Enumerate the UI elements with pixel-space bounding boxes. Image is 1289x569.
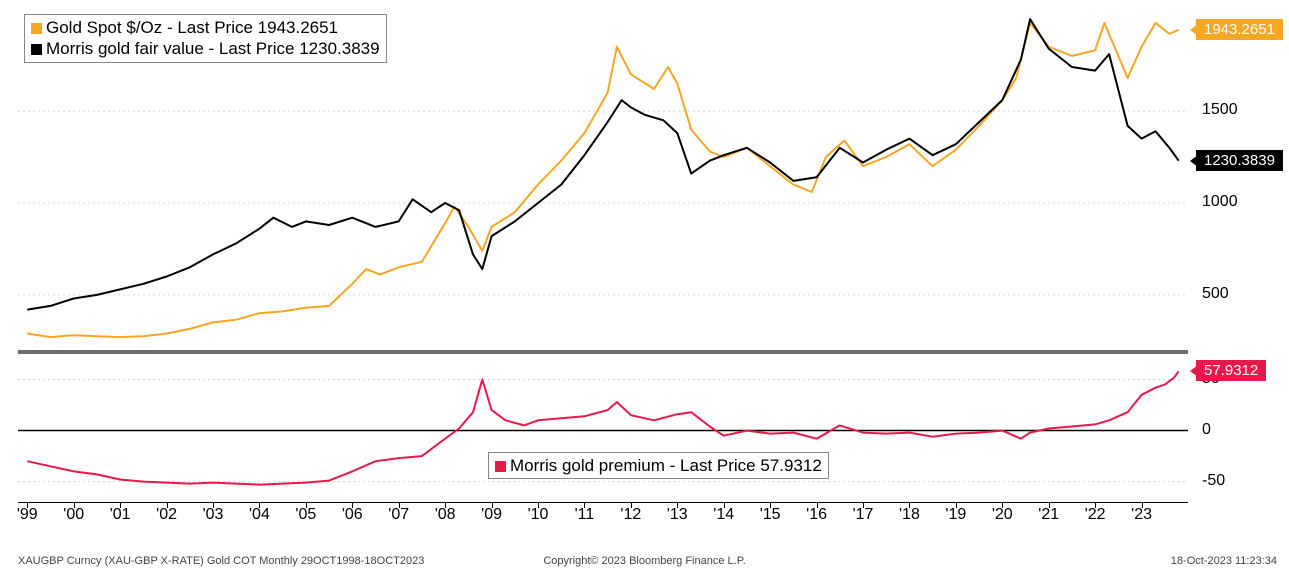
x-tick-label: '23 [1131, 506, 1152, 524]
x-axis: '99 '00 '01 '02 '03 '04 '05 '06 '07 '08 '09 '10 '11 '… [18, 502, 1188, 530]
x-tick-label: '12 [620, 506, 641, 524]
x-tick-label: '10 [528, 506, 549, 524]
x-tick-label: '13 [667, 506, 688, 524]
bottom-panel-svg [18, 354, 1188, 502]
legend-row: Gold Spot $/Oz - Last Price 1943.2651 [31, 17, 380, 38]
chart-container: Gold Spot $/Oz - Last Price 1943.2651Mor… [18, 10, 1188, 530]
legend-row: Morris gold fair value - Last Price 1230… [31, 38, 380, 59]
y-tick-label: 500 [1202, 285, 1272, 303]
legend-label: Morris gold premium - Last Price [510, 456, 760, 475]
x-tick-label: '21 [1038, 506, 1059, 524]
y-tick-label: 1500 [1202, 101, 1272, 119]
top-price-panel: Gold Spot $/Oz - Last Price 1943.2651Mor… [18, 10, 1188, 350]
x-tick-label: '99 [17, 506, 38, 524]
value-flag: 1943.2651 [1196, 19, 1283, 40]
x-tick-label: '15 [760, 506, 781, 524]
x-tick-label: '05 [295, 506, 316, 524]
x-tick-label: '11 [575, 506, 595, 524]
x-tick-label: '22 [1085, 506, 1106, 524]
legend-swatch [31, 23, 42, 34]
legend-value: 1943.2651 [258, 18, 338, 37]
series-fair_value [27, 19, 1178, 309]
x-tick-label: '01 [110, 506, 131, 524]
x-tick-label: '17 [853, 506, 874, 524]
x-tick-label: '03 [203, 506, 224, 524]
legend-row: Morris gold premium - Last Price 57.9312 [495, 455, 822, 476]
footer-left: XAUGBP Curncy (XAU-GBP X-RATE) Gold COT … [18, 555, 424, 567]
x-tick-label: '07 [388, 506, 409, 524]
value-flag: 57.9312 [1196, 360, 1266, 381]
x-tick-label: '04 [249, 506, 270, 524]
x-tick-label: '09 [481, 506, 502, 524]
legend-label: Morris gold fair value - Last Price [46, 39, 299, 58]
legend-swatch [31, 44, 42, 55]
x-tick-label: '19 [945, 506, 966, 524]
footer-right: 18-Oct-2023 11:23:34 [1171, 555, 1277, 567]
x-tick-label: '20 [992, 506, 1013, 524]
y-tick-label: 0 [1202, 421, 1272, 439]
value-flag: 1230.3839 [1196, 150, 1283, 171]
legend-swatch [495, 461, 506, 472]
legend-value: 57.9312 [760, 456, 821, 475]
x-tick-label: '02 [156, 506, 177, 524]
x-tick-label: '16 [806, 506, 827, 524]
x-tick-label: '00 [63, 506, 84, 524]
x-tick-label: '14 [713, 506, 734, 524]
legend-label: Gold Spot $/Oz - Last Price [46, 18, 258, 37]
y-tick-label: 1000 [1202, 193, 1272, 211]
bottom-premium-panel: Morris gold premium - Last Price 57.9312… [18, 354, 1188, 502]
bottom-legend: Morris gold premium - Last Price 57.9312 [488, 452, 829, 479]
x-tick-label: '06 [342, 506, 363, 524]
x-tick-label: '08 [435, 506, 456, 524]
top-legend: Gold Spot $/Oz - Last Price 1943.2651Mor… [24, 14, 387, 63]
legend-value: 1230.3839 [299, 39, 379, 58]
x-tick-label: '18 [899, 506, 920, 524]
y-tick-label: -50 [1202, 472, 1272, 490]
series-gold_spot [27, 23, 1178, 337]
footer-center: Copyright© 2023 Bloomberg Finance L.P. [543, 555, 745, 567]
